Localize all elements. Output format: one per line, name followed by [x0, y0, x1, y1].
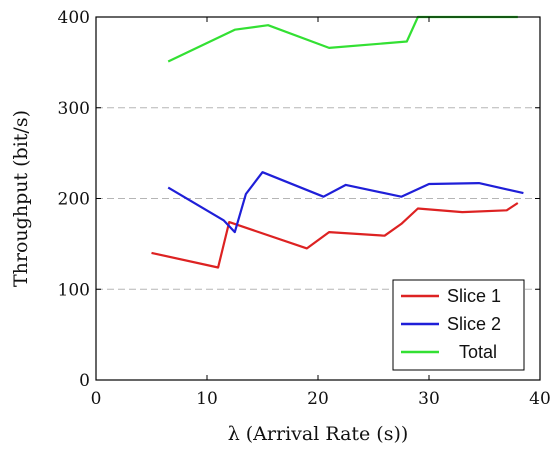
grid-lines [96, 107, 540, 290]
y-tick-label: 400 [58, 8, 90, 28]
x-tick-label: 30 [418, 389, 440, 409]
x-axis-label: λ (Arrival Rate (s)) [228, 423, 409, 445]
y-axis-label: Throughput (bit/s) [10, 110, 32, 287]
x-tick-label: 40 [529, 389, 550, 409]
y-tick-label: 300 [58, 99, 90, 119]
y-tick-label: 100 [58, 280, 90, 300]
legend-label: Slice 2 [447, 314, 501, 334]
series-lines [151, 15, 524, 269]
legend-label: Total [459, 342, 497, 362]
y-tick-label: 200 [58, 190, 90, 210]
series-line-slice-2 [167, 171, 524, 234]
x-tick-label: 0 [91, 389, 102, 409]
x-tick-label: 20 [307, 389, 329, 409]
y-tick-label: 0 [79, 371, 90, 391]
series-line-slice-1 [151, 202, 519, 269]
x-tick-label: 10 [196, 389, 218, 409]
legend-label: Slice 1 [447, 286, 501, 306]
legend: Slice 1 Slice 2 Total [392, 279, 525, 371]
series-line-total [167, 15, 518, 63]
